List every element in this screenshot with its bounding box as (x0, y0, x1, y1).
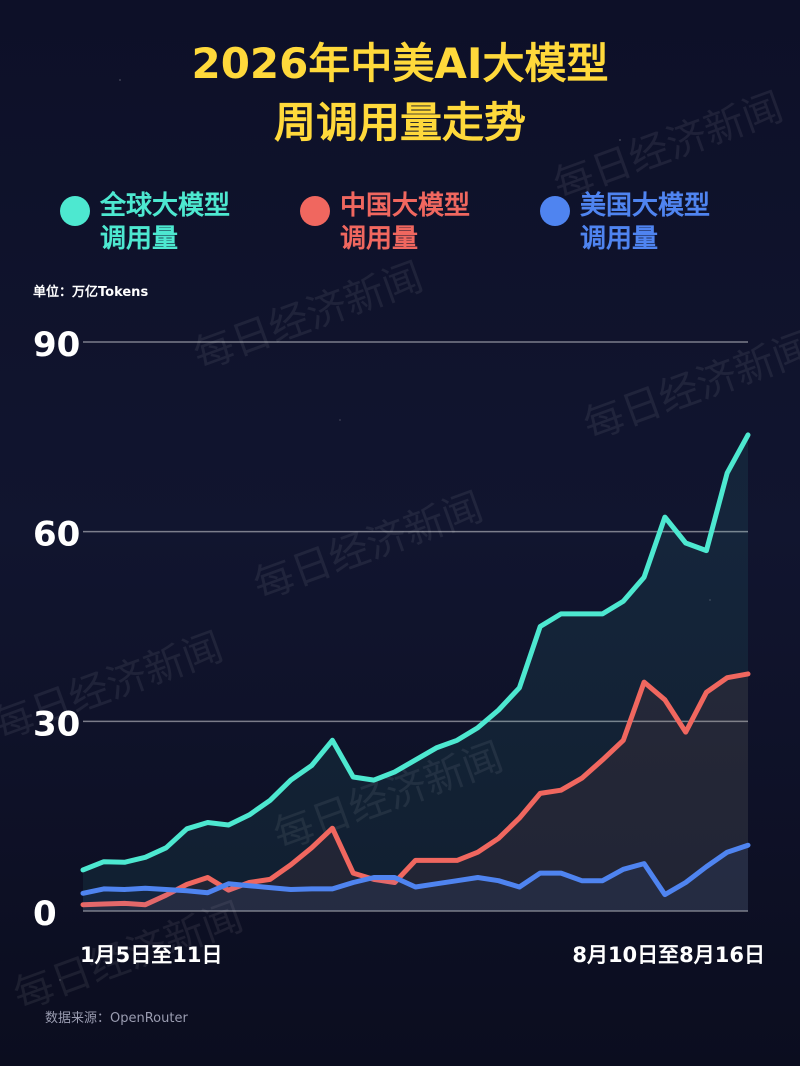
y-tick-label: 30 (33, 704, 80, 744)
legend-label: 全球大模型调用量 (100, 191, 231, 254)
y-tick-label: 60 (33, 515, 80, 555)
line (80, 432, 751, 873)
watermark: 每日经济新闻 (188, 254, 429, 379)
watermark: 每日经济新闻 (248, 484, 489, 609)
legend-item: 全球大模型调用量 (60, 190, 300, 256)
line (80, 671, 751, 908)
source: 数据来源：OpenRouter (45, 1011, 188, 1026)
legend-label: 美国大模型调用量 (580, 191, 711, 254)
legend: 全球大模型调用量 中国大模型调用量 美国大模型调用量 (60, 190, 780, 256)
chart-title: 周调用量走势 (274, 98, 526, 147)
x-tick-label: 1月5日至11日 (80, 943, 222, 967)
legend-swatch (60, 196, 90, 226)
unit-label: 单位：万亿Tokens (33, 284, 148, 300)
x-tick-label: 8月10日至8月16日 (572, 943, 765, 967)
area (83, 434, 748, 911)
line (80, 842, 751, 898)
area (83, 845, 748, 911)
legend-label: 中国大模型调用量 (340, 191, 471, 254)
legend-item: 美国大模型调用量 (540, 190, 780, 256)
chart-title: 2026年中美AI大模型 (191, 39, 608, 88)
legend-swatch (300, 196, 330, 226)
legend-item: 中国大模型调用量 (300, 190, 540, 256)
legend-swatch (540, 196, 570, 226)
y-tick-label: 90 (33, 325, 80, 365)
y-tick-label: 0 (33, 894, 57, 934)
area (83, 673, 748, 911)
watermark: 每日经济新闻 (578, 324, 800, 449)
